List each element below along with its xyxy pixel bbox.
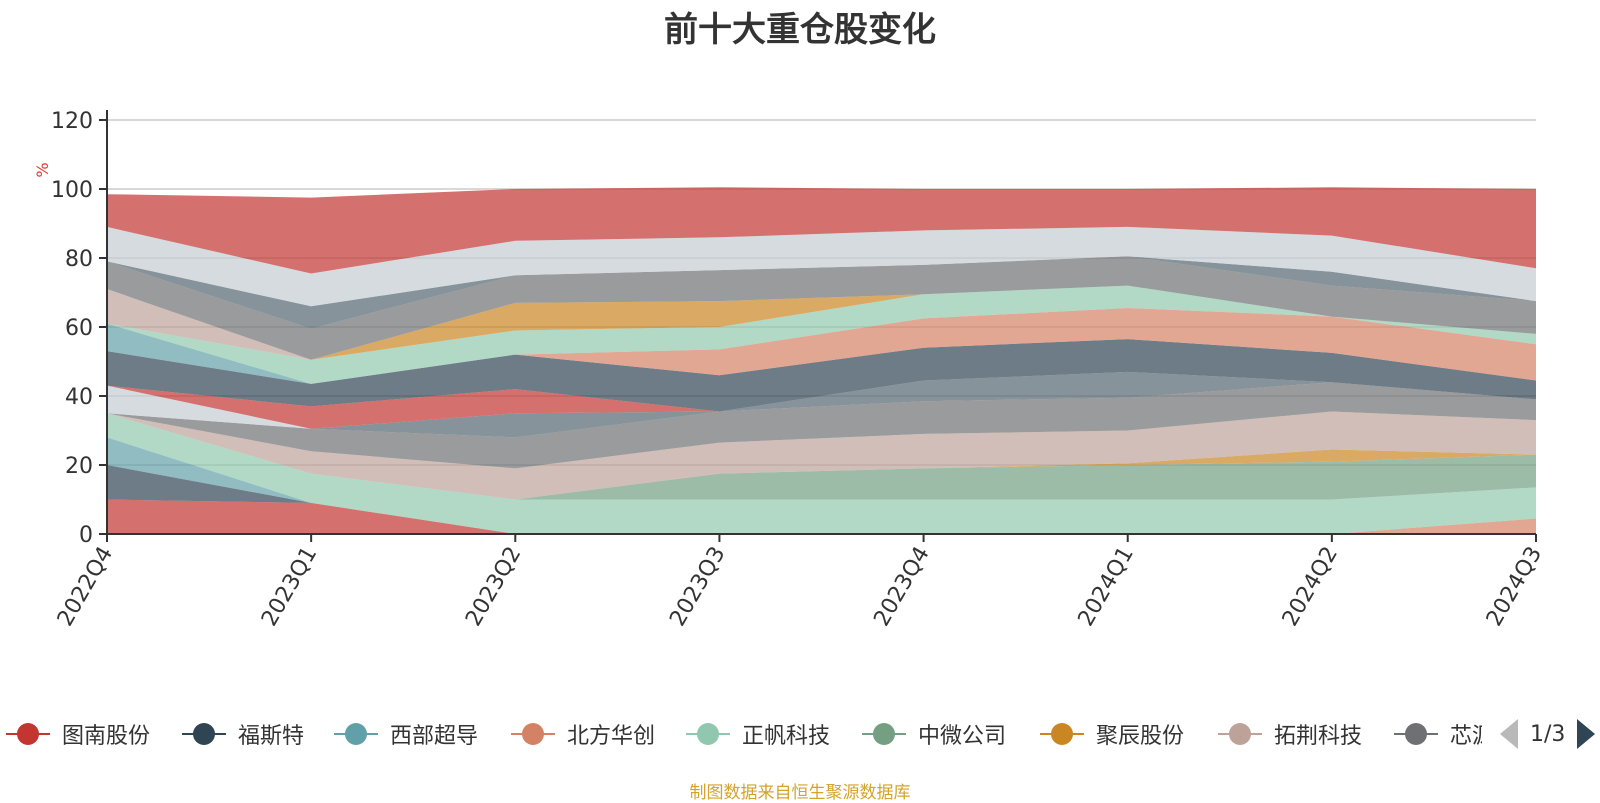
legend-label: 图南股份 [62,724,151,749]
next-page-icon[interactable] [1577,719,1596,749]
legend-item[interactable]: 福斯特 [176,706,304,762]
area-series-16 [107,285,1536,360]
area-series-15 [107,285,1536,384]
area-series-18 [107,256,1536,360]
legend-marker-icon [1212,719,1268,749]
y-tick-label: 40 [65,385,93,410]
y-tick-label: 0 [79,523,93,548]
chart-title: 前十大重仓股变化 [664,10,936,50]
legend-item[interactable]: 图南股份 [0,706,150,762]
area-series-4 [107,413,1536,534]
legend-items: 图南股份 福斯特 西部超导 北方华创 正帆科技 中微公司 聚辰股份 拓荆科技 芯源微 [0,706,1482,762]
x-tick-label: 2023Q4 [869,543,934,631]
legend-label: 福斯特 [238,724,305,749]
x-tick-label: 2023Q1 [257,543,322,631]
y-tick-label: 100 [51,178,93,203]
area-series-11 [107,371,1536,429]
legend-label: 正帆科技 [742,724,831,749]
legend-marker-icon [1034,719,1090,749]
legend-marker-icon [505,719,561,749]
legend-item[interactable]: 西部超导 [328,706,478,762]
x-tick-label: 2023Q3 [665,543,730,631]
prev-page-icon[interactable] [1500,719,1518,749]
legend-item[interactable]: 北方华创 [505,706,655,762]
area-series-0 [107,499,1536,534]
area-series [107,187,1536,534]
legend-label: 西部超导 [390,724,479,749]
chart: 0 20 40 60 80 100 120 2022Q4 2023Q1 2023Q2 2023Q3 2… [33,109,1547,631]
area-series-20 [107,226,1536,307]
legend-item[interactable]: 中微公司 [856,706,1006,762]
y-tick-label: 20 [65,454,93,479]
legend-marker-icon [680,719,736,749]
legend-item[interactable]: 芯源微 [1388,706,1482,762]
y-axis-label: % [33,162,52,177]
x-tick-label: 2023Q2 [461,543,526,631]
area-series-8 [107,382,1536,469]
legend-label: 中微公司 [918,724,1007,749]
area-series-10 [107,371,1536,429]
legend-pager: 1/3 [1500,714,1596,754]
area-series-21 [107,187,1536,274]
area-series-9 [107,371,1536,438]
legend-marker-icon [0,719,56,749]
area-series-5 [107,413,1536,500]
y-tick-label: 60 [65,316,93,341]
data-source-note: 制图数据来自恒生聚源数据库 [689,783,911,803]
legend-marker-icon [176,719,232,749]
legend-label: 北方华创 [567,724,656,749]
y-tick-label: 80 [65,247,93,272]
x-tick-label: 2022Q4 [53,543,118,631]
area-series-12 [107,339,1536,412]
x-tick-label: 2024Q2 [1278,543,1343,631]
legend: 图南股份 福斯特 西部超导 北方华创 正帆科技 中微公司 聚辰股份 拓荆科技 芯源微 [0,706,1600,762]
x-tick-label: 2024Q3 [1482,543,1547,631]
legend-marker-icon [856,719,912,749]
legend-marker-icon [1388,719,1444,749]
legend-label: 拓荆科技 [1274,724,1363,749]
legend-marker-icon [328,719,384,749]
legend-item[interactable]: 拓荆科技 [1212,706,1362,762]
legend-item[interactable]: 正帆科技 [680,706,830,762]
legend-label: 聚辰股份 [1096,724,1185,749]
area-series-7 [107,411,1536,500]
area-series-14 [107,308,1536,384]
legend-page-indicator: 1/3 [1530,721,1566,747]
area-series-6 [107,413,1536,500]
y-tick-label: 120 [51,109,93,134]
legend-item[interactable]: 聚辰股份 [1034,706,1184,762]
x-tick-label: 2024Q1 [1074,543,1139,631]
legend-label: 芯源微 [1450,724,1482,749]
